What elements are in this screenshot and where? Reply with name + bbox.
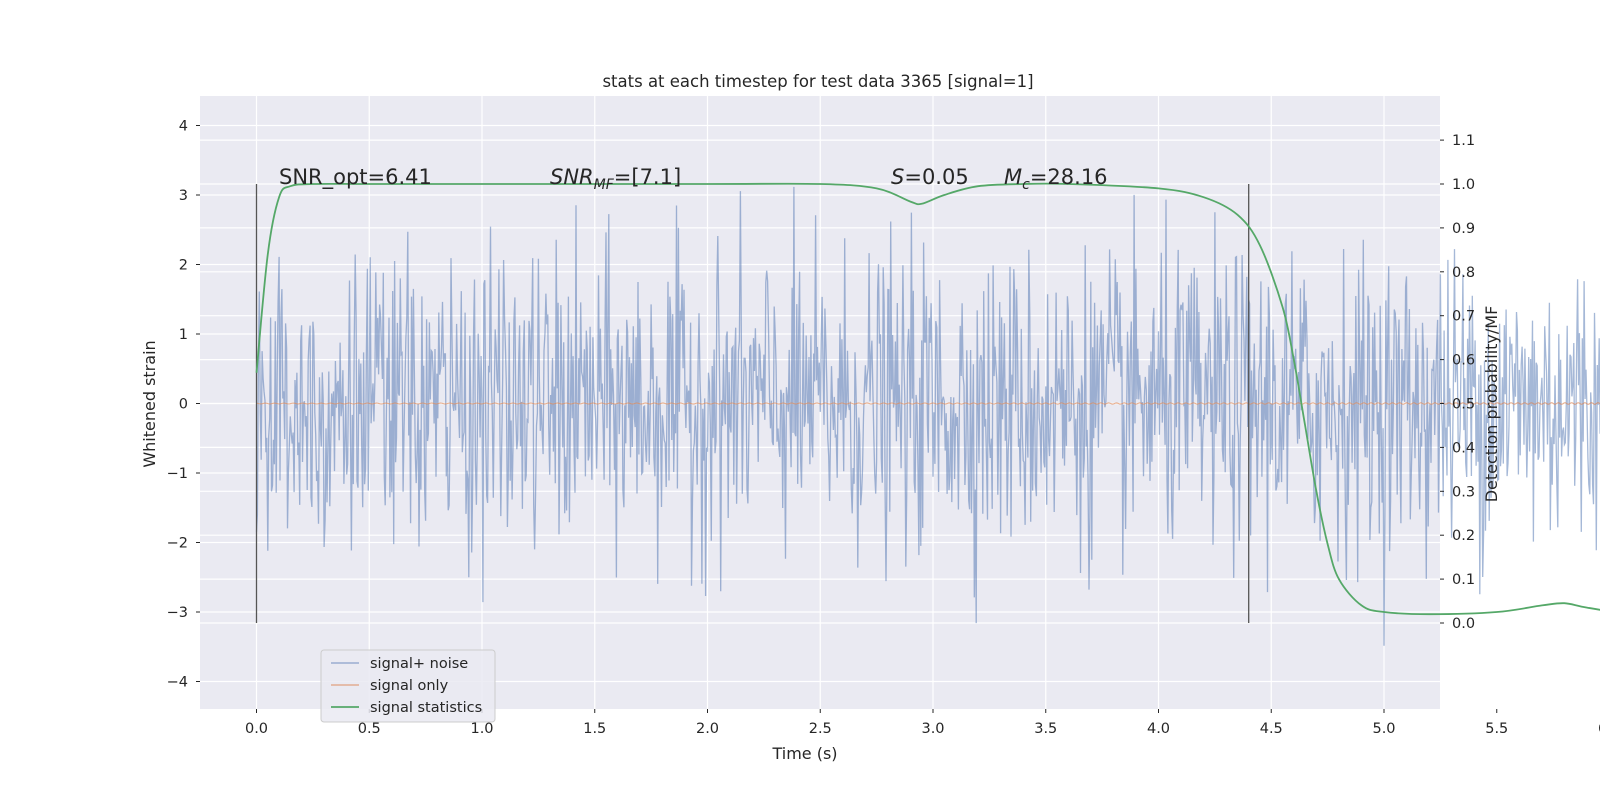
y-tick-label: −3 xyxy=(167,605,188,621)
legend-label-signal: signal only xyxy=(370,678,449,694)
annotation-snr-opt: SNR_opt=6.41 xyxy=(279,165,432,190)
y2-tick-labels: 1.1 1.0 0.9 0.8 0.7 0.6 0.5 0.4 0.3 0.2 0.1 0.0 xyxy=(1440,133,1475,632)
x-tick-label: 0.5 xyxy=(358,721,381,737)
mc-symbol: M xyxy=(1004,165,1022,189)
snr-mf-subscript: MF xyxy=(594,177,615,193)
y2-tick-label: 0.3 xyxy=(1452,484,1475,500)
x-tick-label: 2.0 xyxy=(696,721,719,737)
y2-tick-label: 0.6 xyxy=(1452,353,1475,369)
y-tick-label: 0 xyxy=(179,397,188,413)
y2-tick-label: 0.8 xyxy=(1452,265,1475,281)
legend-box xyxy=(320,649,496,723)
y2-tick-label: 1.1 xyxy=(1452,133,1475,149)
signal-statistics-series xyxy=(255,182,1600,616)
y2-tick-label: 0.9 xyxy=(1452,221,1475,237)
mc-value: =28.16 xyxy=(1030,165,1108,189)
x-tick-label: 6.0 xyxy=(1598,721,1600,737)
y2-axis-title: Detection probability/MF xyxy=(1482,306,1501,503)
y-tick-label: 1 xyxy=(179,327,188,343)
y-tick-label: 2 xyxy=(179,258,188,274)
y-axis-title: Whitened strain xyxy=(140,340,159,467)
x-tick-labels: 0.00.51.01.52.02.53.03.54.04.55.05.56.06… xyxy=(245,709,1600,737)
y-tick-label: −2 xyxy=(167,536,188,552)
y-tick-labels: 4 3 2 1 0 −1 −2 −3 −4 xyxy=(167,119,200,691)
noise-trace xyxy=(255,186,1600,646)
signal-only-series xyxy=(256,402,1600,405)
x-tick-label: 2.5 xyxy=(809,721,832,737)
y2-tick-label: 0.4 xyxy=(1452,440,1475,456)
x-tick-label: 3.0 xyxy=(921,721,944,737)
snr-mf-value: =[7.1] xyxy=(614,165,681,189)
signal-plus-noise-series xyxy=(255,186,1600,646)
x-tick-label: 1.0 xyxy=(470,721,493,737)
x-tick-label: 5.0 xyxy=(1372,721,1395,737)
y2-tick-label: 0.5 xyxy=(1452,397,1475,413)
chart-title: stats at each timestep for test data 336… xyxy=(602,72,1033,91)
y-tick-label: −1 xyxy=(167,466,188,482)
snr-mf-symbol: SNR xyxy=(550,165,594,189)
annotation-snr-mf: SNRMF=[7.1] xyxy=(550,165,681,193)
y-tick-label: 4 xyxy=(179,119,188,135)
legend-label-stats: signal statistics xyxy=(370,700,482,716)
signal-trace xyxy=(256,402,1600,405)
mc-subscript: c xyxy=(1022,177,1030,193)
annotation-s: S=0.05 xyxy=(891,165,969,189)
x-axis-title: Time (s) xyxy=(771,744,837,763)
x-tick-label: 1.5 xyxy=(583,721,606,737)
x-tick-label: 5.5 xyxy=(1485,721,1508,737)
y2-tick-label: 0.0 xyxy=(1452,616,1475,632)
legend: signal+ noise signal only signal statist… xyxy=(320,649,496,723)
y-tick-label: 3 xyxy=(179,188,188,204)
y2-tick-label: 0.7 xyxy=(1452,309,1475,325)
stats-trace xyxy=(255,182,1600,616)
y2-tick-label: 0.1 xyxy=(1452,572,1475,588)
vertical-markers xyxy=(255,184,1250,623)
s-value: =0.05 xyxy=(904,165,968,189)
y2-tick-label: 0.2 xyxy=(1452,528,1475,544)
x-tick-label: 4.5 xyxy=(1260,721,1283,737)
y2-tick-label: 1.0 xyxy=(1452,177,1475,193)
y-tick-label: −4 xyxy=(167,675,188,691)
x-tick-label: 4.0 xyxy=(1147,721,1170,737)
legend-label-noise: signal+ noise xyxy=(370,656,468,672)
annotation-mc: Mc=28.16 xyxy=(1004,165,1108,193)
x-tick-label: 3.5 xyxy=(1034,721,1057,737)
x-tick-label: 0.0 xyxy=(245,721,268,737)
s-symbol: S xyxy=(891,165,904,189)
